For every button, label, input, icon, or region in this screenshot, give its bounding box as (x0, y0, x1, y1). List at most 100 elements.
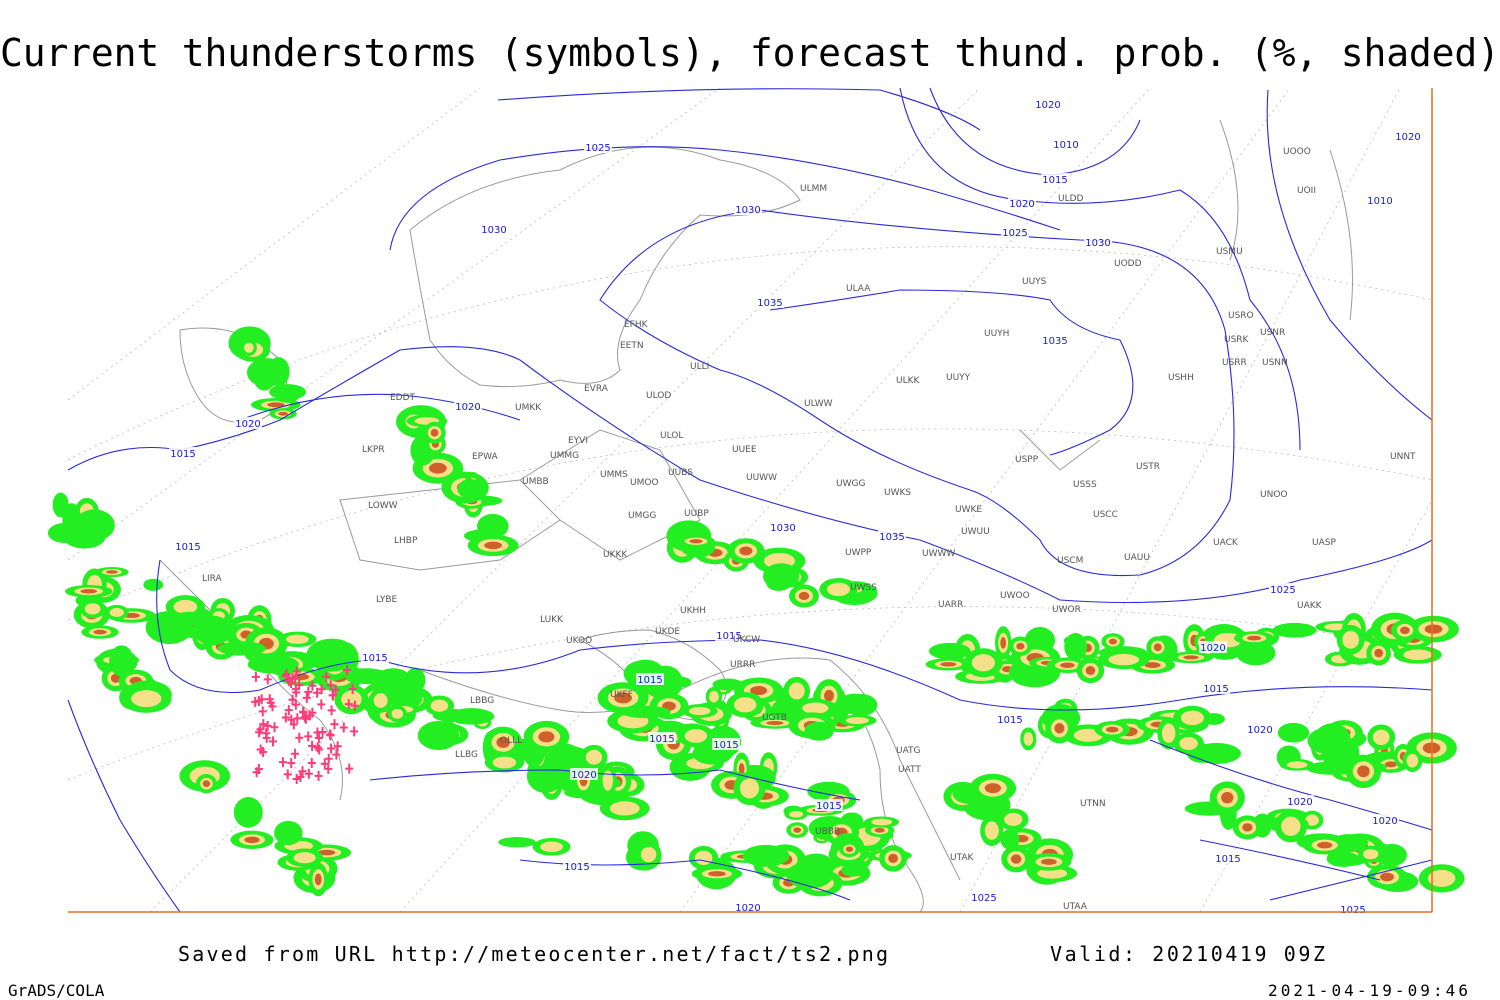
storm-symbol (345, 763, 354, 774)
prob-area-mid (109, 607, 124, 617)
prob-area-mid (1004, 812, 1023, 826)
prob-area-mid (285, 634, 309, 644)
isobar (899, 87, 1301, 451)
storm-symbol (322, 671, 331, 682)
station-label: EETN (620, 341, 644, 351)
station-label: UUYY (946, 373, 971, 383)
station-label: UKOO (566, 636, 592, 646)
prob-area-mid (131, 690, 162, 708)
prob-area-low (620, 705, 671, 719)
prob-area-high (1317, 841, 1333, 849)
station-label: UGTB (762, 713, 787, 723)
prob-area-mid (84, 603, 101, 615)
storm-symbol (291, 699, 300, 710)
storm-symbol (259, 746, 268, 757)
prob-area-high (793, 827, 802, 833)
storm-symbol (281, 712, 290, 723)
isobar-label: 1020 (1395, 132, 1420, 143)
storm-symbol (304, 768, 313, 779)
isobar-label: 1035 (757, 298, 782, 309)
isobar-label: 1010 (1053, 140, 1078, 151)
prob-area-high (430, 428, 439, 437)
storm-symbol (281, 671, 290, 682)
isobar-label-bg (584, 141, 612, 153)
storm-symbol (315, 744, 324, 755)
prob-area-high (1106, 726, 1119, 733)
storm-symbol (304, 686, 313, 697)
prob-area-low (246, 358, 287, 387)
station-label: UWKE (955, 505, 982, 515)
storm-symbol (307, 758, 316, 769)
prob-area-low (74, 509, 115, 541)
prob-area-high (1247, 635, 1262, 641)
black-sea-coast (419, 657, 961, 881)
station-label: UOII (1297, 186, 1316, 196)
station-label: UTNN (1080, 799, 1106, 809)
isobar-label-bg (712, 738, 740, 750)
isobar-label-bg (734, 203, 762, 215)
station-label: LLBG (455, 750, 478, 760)
rivers-coast (1019, 119, 1353, 471)
isobar-label: 1035 (879, 532, 904, 543)
storm-symbol (333, 741, 342, 752)
station-label: UKCW (733, 635, 760, 645)
prob-area-mid (244, 342, 254, 353)
prob-area-low (742, 844, 790, 867)
prob-area-mid (1037, 868, 1068, 879)
storm-symbol (268, 701, 277, 712)
storm-symbol (292, 687, 301, 698)
software-credit: GrADS/COLA (8, 981, 105, 1000)
prob-area-high (750, 685, 768, 696)
prob-area-high (314, 873, 322, 886)
storm-symbol (304, 731, 313, 742)
isobar-label: 1025 (585, 143, 610, 154)
prob-area-high (1357, 765, 1370, 778)
prob-area-low (247, 655, 299, 674)
prob-area-mid (826, 582, 850, 597)
station-label: USRO (1228, 311, 1254, 321)
station-label: UARR (938, 600, 963, 610)
prob-area-mid (788, 682, 805, 700)
prob-area-mid (609, 801, 640, 816)
storm-symbol (308, 707, 317, 718)
station-label: UWGG (836, 479, 865, 489)
station-label: LUKK (540, 615, 564, 625)
isobar-label: 1015 (716, 631, 741, 642)
storm-symbol (308, 680, 317, 691)
storm-symbol (301, 713, 310, 724)
prob-area-mid (1406, 753, 1419, 768)
isobar-label-bg (169, 447, 197, 459)
storm-symbol (313, 742, 322, 753)
isobar-label: 1015 (713, 740, 738, 751)
isobar-label-bg (1246, 723, 1274, 735)
station-label: LYBE (376, 595, 397, 605)
isobar-label-bg (970, 891, 998, 903)
isobar-label: 1015 (1215, 854, 1240, 865)
isobar-label: 1020 (1200, 643, 1225, 654)
station-label: EFHK (624, 320, 649, 330)
station-label: UKHH (680, 606, 706, 616)
isobar-label-bg (361, 651, 389, 663)
isobar-label: 1025 (1270, 585, 1295, 596)
isobar-label-bg (174, 540, 202, 552)
storm-symbol (270, 722, 279, 733)
isobar (156, 559, 1433, 711)
isobar-label: 1020 (455, 402, 480, 413)
prob-area-mid (845, 717, 869, 724)
isobar-label: 1030 (1085, 238, 1110, 249)
isobar-label-bg (756, 296, 784, 308)
prob-area-low (233, 797, 263, 828)
station-label: UNNT (1390, 452, 1416, 462)
station-label: ULOD (646, 391, 671, 401)
prob-area-low (928, 642, 971, 660)
prob-area-high (1374, 648, 1383, 658)
station-label: UWUU (961, 527, 990, 537)
isobar-label-bg (878, 530, 906, 542)
isobar-label-bg (1008, 197, 1036, 209)
prob-area-mid (684, 729, 708, 743)
station-label: USPP (1015, 455, 1039, 465)
prob-area-low (498, 837, 536, 848)
map-area: 1020 1025 1030 1030 1035 1035 1010 1015 1020 1025… (47, 87, 1465, 916)
isobar-label: 1015 (175, 542, 200, 553)
station-label: UMKK (515, 403, 542, 413)
